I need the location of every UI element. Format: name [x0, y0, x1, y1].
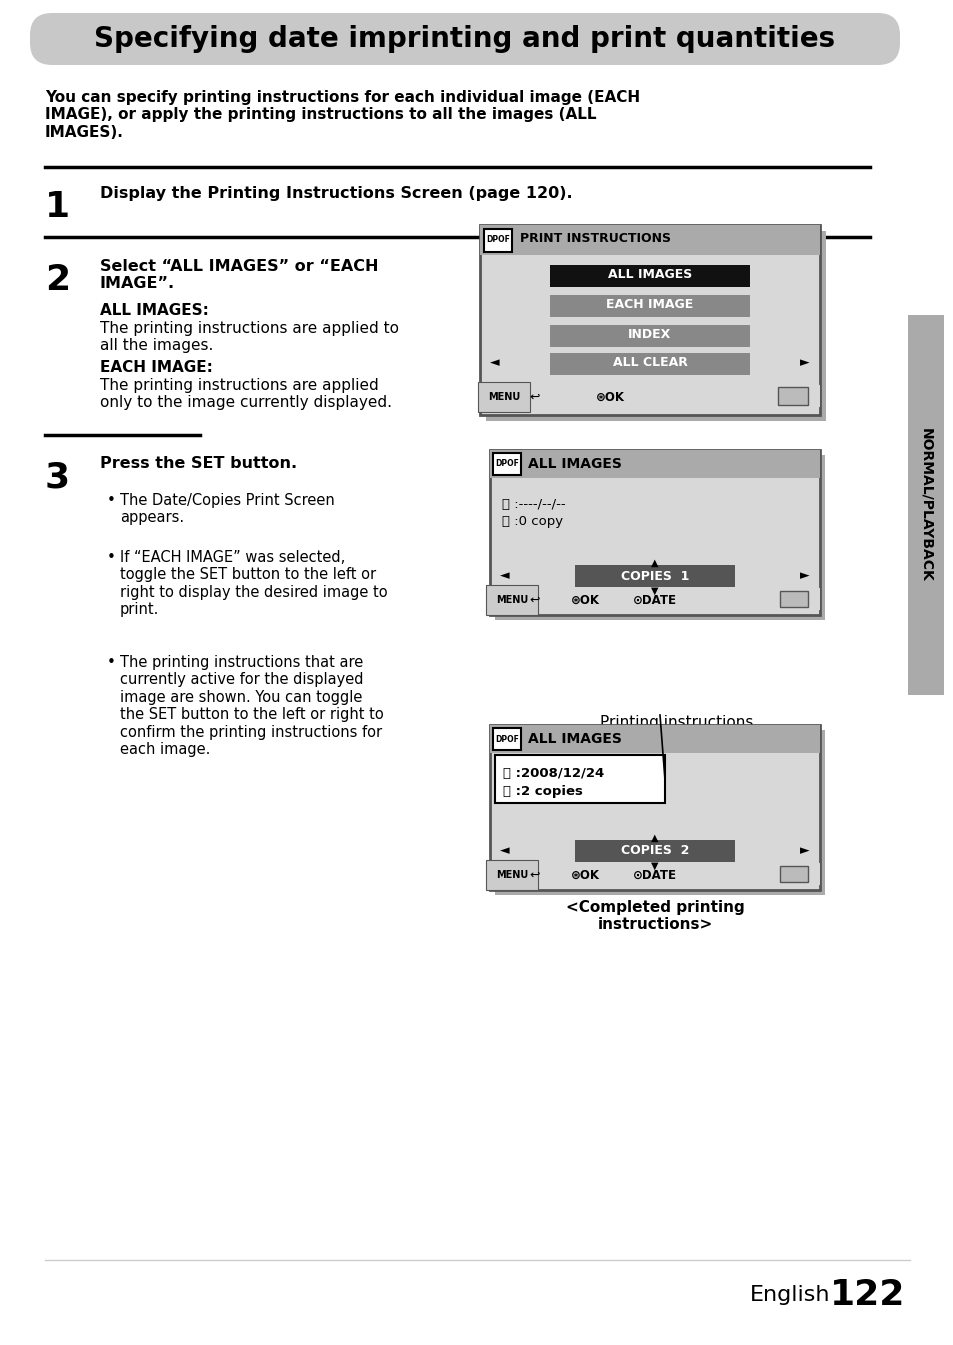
Bar [907, 315, 943, 695]
Text: ⊙DATE: ⊙DATE [633, 869, 677, 881]
Text: Press the SET button.: Press the SET button. [100, 456, 296, 471]
Text: PRINT INSTRUCTIONS: PRINT INSTRUCTIONS [519, 233, 670, 246]
Text: ⊛OK: ⊛OK [570, 593, 598, 607]
Text: INDEX: INDEX [628, 328, 671, 342]
Text: ►: ► [800, 845, 809, 858]
Text: Select “ALL IMAGES” or “EACH
IMAGE”.: Select “ALL IMAGES” or “EACH IMAGE”. [100, 260, 378, 292]
Bar [780, 590, 807, 607]
Bar [479, 225, 820, 256]
Bar [490, 863, 820, 885]
Bar [490, 451, 820, 615]
Text: NORMAL/PLAYBACK: NORMAL/PLAYBACK [918, 428, 932, 582]
Text: ►: ► [800, 569, 809, 582]
Text: ⊛OK: ⊛OK [570, 869, 598, 881]
Text: EACH IMAGE:: EACH IMAGE: [100, 360, 213, 375]
Text: 3: 3 [45, 460, 71, 494]
Text: DPOF: DPOF [495, 734, 518, 744]
Text: MENU: MENU [488, 391, 519, 402]
Text: 122: 122 [829, 1278, 904, 1311]
Text: MENU: MENU [496, 870, 528, 880]
Bar [493, 453, 520, 475]
Bar [495, 730, 824, 894]
Text: 🕐 :2008/12/24: 🕐 :2008/12/24 [502, 767, 603, 780]
Text: ◄: ◄ [499, 569, 509, 582]
Text: ▼: ▼ [651, 586, 659, 596]
FancyBboxPatch shape [30, 13, 899, 65]
Text: ALL IMAGES: ALL IMAGES [527, 457, 621, 471]
Text: •: • [107, 550, 115, 565]
Text: 🕐 :----/--/--: 🕐 :----/--/-- [501, 498, 565, 511]
Text: Specifying date imprinting and print quantities: Specifying date imprinting and print qua… [94, 26, 835, 52]
Text: COPIES  2: COPIES 2 [620, 845, 688, 858]
Text: The printing instructions are applied to
all the images.: The printing instructions are applied to… [100, 321, 398, 354]
Text: ◄: ◄ [499, 845, 509, 858]
Text: <Completed printing
instructions>: <Completed printing instructions> [565, 900, 743, 932]
Bar [495, 455, 824, 620]
Bar [550, 325, 749, 347]
Bar [485, 231, 825, 421]
Bar [575, 841, 734, 862]
Bar [490, 451, 820, 477]
Text: ⊙DATE: ⊙DATE [633, 593, 677, 607]
Text: You can specify printing instructions for each individual image (EACH
IMAGE), or: You can specify printing instructions fo… [45, 90, 639, 140]
Bar [490, 725, 820, 753]
Text: The Date/Copies Print Screen
appears.: The Date/Copies Print Screen appears. [120, 494, 335, 526]
Text: English: English [749, 1284, 830, 1305]
Text: ↩: ↩ [529, 390, 539, 403]
Text: 1: 1 [45, 190, 71, 225]
Text: DPOF: DPOF [495, 460, 518, 468]
Text: ALL IMAGES: ALL IMAGES [607, 269, 691, 281]
Bar [490, 725, 820, 890]
Bar [575, 565, 734, 586]
Text: 🖨 :0 copy: 🖨 :0 copy [501, 515, 562, 529]
Text: ALL IMAGES: ALL IMAGES [527, 732, 621, 746]
Bar [780, 866, 807, 882]
Bar [550, 295, 749, 317]
Text: ◄: ◄ [490, 356, 499, 370]
Bar [778, 387, 807, 405]
Bar [479, 225, 820, 416]
Text: ALL CLEAR: ALL CLEAR [612, 356, 687, 370]
Text: The printing instructions that are
currently active for the displayed
image are : The printing instructions that are curre… [120, 655, 383, 757]
Text: •: • [107, 494, 115, 508]
Bar [479, 385, 820, 408]
Bar [550, 265, 749, 286]
Text: Printing instructions: Printing instructions [599, 716, 753, 730]
Bar [483, 229, 512, 252]
Text: ▲: ▲ [651, 833, 659, 843]
Text: 🖨 :2 copies: 🖨 :2 copies [502, 785, 582, 798]
Text: ↩: ↩ [529, 593, 539, 607]
Bar [495, 755, 664, 803]
Text: EACH IMAGE: EACH IMAGE [606, 299, 693, 312]
Text: ▼: ▼ [651, 861, 659, 872]
Text: ►: ► [800, 356, 809, 370]
Text: Display the Printing Instructions Screen (page 120).: Display the Printing Instructions Screen… [100, 186, 572, 200]
Text: ALL IMAGES:: ALL IMAGES: [100, 303, 209, 317]
Text: MENU: MENU [496, 594, 528, 605]
Bar [490, 588, 820, 611]
Bar [550, 352, 749, 375]
Text: 2: 2 [45, 264, 71, 297]
Text: The printing instructions are applied
only to the image currently displayed.: The printing instructions are applied on… [100, 378, 392, 410]
Text: ↩: ↩ [529, 869, 539, 881]
Text: ⊛OK: ⊛OK [595, 390, 624, 403]
Text: If “EACH IMAGE” was selected,
toggle the SET button to the left or
right to disp: If “EACH IMAGE” was selected, toggle the… [120, 550, 387, 617]
Text: DPOF: DPOF [485, 234, 510, 243]
Text: •: • [107, 655, 115, 670]
Text: ▲: ▲ [651, 558, 659, 568]
Text: COPIES  1: COPIES 1 [620, 569, 688, 582]
Bar [493, 728, 520, 751]
